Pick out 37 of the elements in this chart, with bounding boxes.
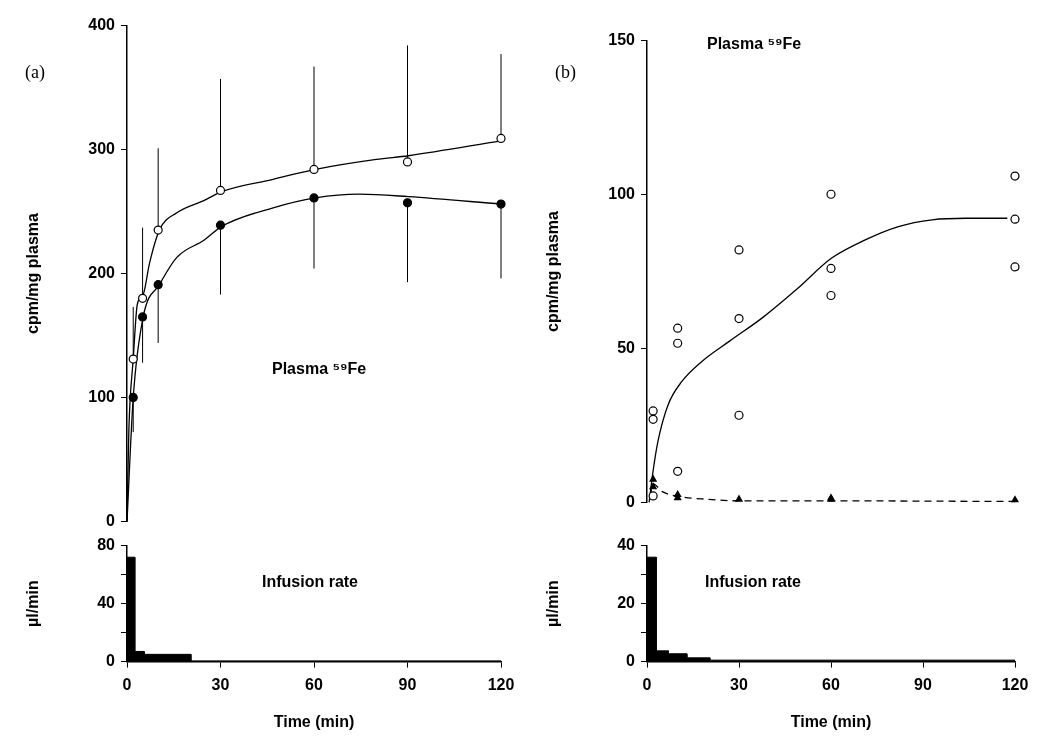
y-tick-label: 150 — [608, 31, 636, 49]
y-tick-label: 50 — [617, 338, 636, 356]
y-axis-title: cpm/mg plasma — [544, 210, 562, 332]
y-axis-title: µl/min — [24, 580, 42, 627]
y-tick-label: 40 — [617, 536, 636, 554]
y-tick-label: 100 — [608, 184, 636, 202]
x-axis-title: Time (min) — [273, 712, 355, 730]
y-tick-label: 20 — [617, 594, 636, 612]
annotation: Plasma ⁵⁹Fe — [272, 360, 367, 378]
x-tick-label: 60 — [822, 675, 840, 693]
annotation: Infusion rate — [262, 573, 359, 591]
x-tick-label: 120 — [1001, 675, 1029, 693]
x-tick-label: 30 — [211, 675, 230, 693]
y-tick-label: 40 — [97, 594, 116, 612]
y-tick-label: 80 — [97, 536, 116, 554]
x-tick-label: 0 — [122, 675, 132, 693]
x-tick-label: 0 — [642, 675, 652, 693]
annotation: Plasma ⁵⁹Fe — [707, 35, 802, 53]
y-tick-label: 100 — [88, 387, 116, 405]
y-tick-label: 0 — [106, 652, 116, 670]
y-axis-title: µl/min — [544, 580, 562, 627]
y-tick-label: 200 — [88, 263, 116, 281]
y-tick-label: 400 — [88, 16, 116, 34]
text: (a) — [25, 61, 45, 83]
y-tick-label: 300 — [88, 139, 116, 157]
y-tick-label: 0 — [626, 652, 636, 670]
x-tick-label: 30 — [730, 675, 748, 693]
annotation: Infusion rate — [705, 573, 802, 591]
x-tick-label: 120 — [487, 675, 515, 693]
y-tick-label: 0 — [626, 492, 636, 510]
x-tick-label: 60 — [305, 675, 323, 693]
x-tick-label: 90 — [398, 675, 417, 693]
y-tick-label: 0 — [106, 511, 116, 529]
text: (b) — [555, 61, 576, 83]
y-axis-title: cpm/mg plasma — [24, 212, 42, 334]
x-tick-label: 90 — [914, 675, 932, 693]
x-axis-title: Time (min) — [790, 712, 872, 730]
